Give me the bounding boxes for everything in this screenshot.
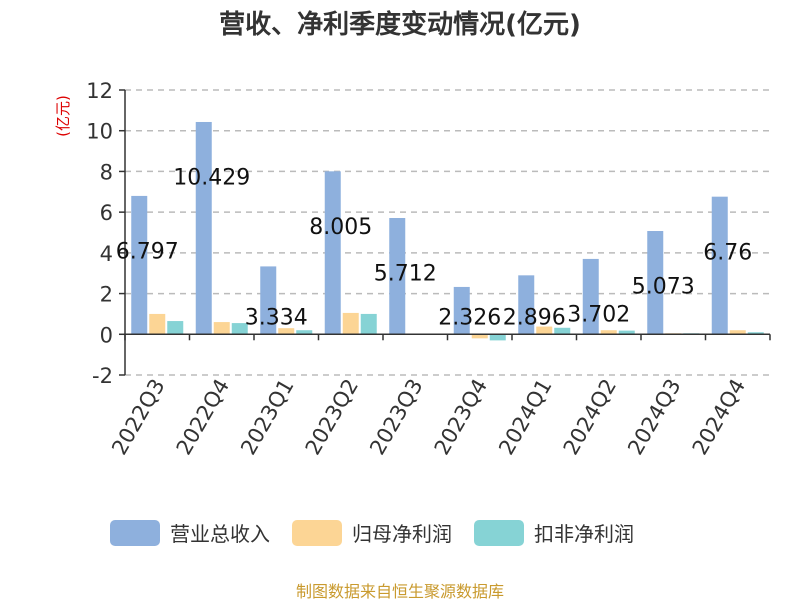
x-tick-label: 2024Q3 (623, 375, 685, 459)
bar-revenue (518, 275, 535, 335)
legend-swatch-net-profit-parent (292, 519, 342, 546)
bar-net-profit-deducted (360, 313, 377, 335)
legend-item-net-profit-parent[interactable]: 归母净利润 (292, 518, 452, 547)
legend-label-net-profit-deducted: 扣非净利润 (534, 522, 634, 546)
y-axis-label: (亿元) (54, 95, 72, 137)
source-note: 制图数据来自恒生聚源数据库 (295, 582, 504, 601)
bar-net-profit-deducted (554, 327, 571, 335)
y-tick-label: 2 (100, 283, 113, 307)
bar-revenue (453, 286, 470, 335)
y-tick-label: 10 (86, 120, 113, 144)
data-label: 6.797 (116, 240, 179, 265)
data-label: 5.712 (374, 262, 437, 287)
y-tick-label: 8 (100, 160, 113, 184)
bar-revenue (647, 231, 664, 335)
bar-net-profit-parent (213, 322, 230, 335)
legend-label-revenue: 营业总收入 (170, 522, 270, 546)
bar-revenue (711, 196, 728, 335)
x-tick-label: 2022Q3 (107, 375, 169, 459)
legend: 营业总收入 归母净利润 扣非净利润 (110, 518, 634, 547)
legend-swatch-net-profit-deducted (474, 519, 524, 546)
bar-net-profit-parent (278, 328, 295, 335)
data-label: 5.073 (632, 275, 695, 300)
bar-net-profit-parent (536, 326, 553, 335)
x-tick-label: 2024Q1 (494, 375, 556, 459)
bar-net-profit-parent (471, 334, 488, 339)
bar-revenue (324, 171, 341, 335)
bar-revenue (131, 195, 148, 335)
chart-title: 营收、净利季度变动情况(亿元) (219, 10, 581, 40)
bar-net-profit-deducted (489, 334, 506, 341)
bar-revenue (389, 218, 406, 335)
y-tick-label: 4 (100, 242, 113, 266)
data-label: 3.334 (245, 305, 308, 330)
legend-label-net-profit-parent: 归母净利润 (352, 522, 452, 546)
data-label: 6.76 (703, 240, 752, 265)
x-tick-label: 2023Q4 (430, 375, 492, 459)
bar-net-profit-deducted (231, 323, 248, 335)
x-tick-label: 2023Q1 (236, 375, 298, 459)
legend-item-revenue[interactable]: 营业总收入 (110, 518, 270, 547)
data-label: 8.005 (309, 215, 372, 240)
x-tick-label: 2023Q3 (365, 375, 427, 459)
data-label: 2.326 (438, 305, 501, 330)
y-tick-label: 6 (100, 201, 113, 225)
bar-net-profit-deducted (296, 330, 313, 335)
x-tick-label: 2024Q2 (559, 375, 621, 459)
legend-item-net-profit-deducted[interactable]: 扣非净利润 (474, 518, 634, 547)
bar-net-profit-deducted (618, 330, 635, 335)
legend-swatch-revenue (110, 519, 160, 546)
bar-net-profit-parent (600, 330, 617, 335)
y-tick-label: 0 (100, 323, 113, 347)
bar-net-profit-parent (342, 312, 359, 335)
bar-revenue (195, 121, 212, 335)
bar-net-profit-deducted (167, 321, 184, 335)
bar-net-profit-parent (149, 313, 166, 335)
x-tick-label: 2024Q4 (688, 375, 750, 459)
bar-revenue (582, 258, 599, 335)
bar-net-profit-parent (729, 330, 746, 335)
x-tick-label: 2023Q2 (301, 375, 363, 459)
data-label: 3.702 (567, 303, 630, 328)
data-label: 10.429 (173, 166, 250, 191)
x-tick-label: 2022Q4 (172, 375, 234, 459)
data-label: 2.896 (503, 305, 566, 330)
y-tick-label: -2 (92, 364, 113, 388)
bar-net-profit-deducted (747, 332, 764, 335)
y-tick-label: 12 (86, 79, 113, 103)
bar-revenue (260, 266, 277, 335)
